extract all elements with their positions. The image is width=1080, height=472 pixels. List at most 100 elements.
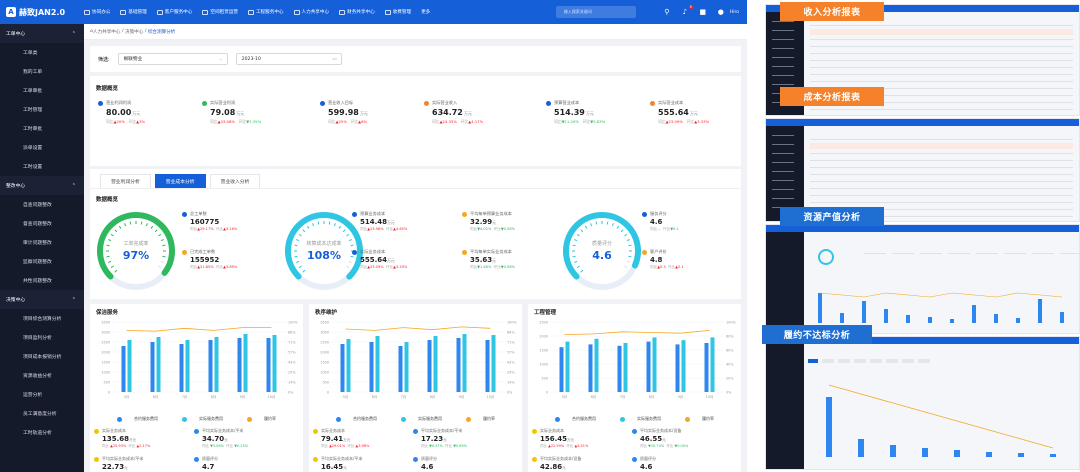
thumb-bar <box>906 315 910 323</box>
tab-revenue[interactable]: 营业收入分析 <box>209 174 261 188</box>
gauge-kpi-value: 155952 <box>190 256 282 264</box>
sidebar-group-workorder[interactable]: 工单中心 ⌃ <box>0 24 84 43</box>
sidebar-item[interactable]: 项目综合测算分析 <box>23 317 62 322</box>
kpi-dot <box>532 428 537 434</box>
sidebar-item[interactable]: 审计问题整改 <box>23 241 52 246</box>
breadcrumb-item[interactable]: 人力共享中心 <box>92 29 121 35</box>
org-select[interactable]: 枫联物业 ⌄ <box>117 53 228 65</box>
chart-title: 保洁服务 <box>96 310 119 316</box>
sidebar-item[interactable]: 工单类 <box>23 51 38 56</box>
chart-kpi-number: 156.45 <box>540 435 568 443</box>
nav-item-fee[interactable]: 收费管理 <box>384 9 411 15</box>
bar-contract <box>456 338 461 392</box>
breadcrumb-current: 综合测算分析 <box>147 29 176 35</box>
y2-tick-label: 20% <box>726 377 734 381</box>
user-name[interactable]: Hiro <box>729 9 739 15</box>
kpi-dot <box>352 249 357 255</box>
chart-kpi: 平均实际业务成本/平米 17.23元 同比 ▼0.37% 环比 ▼0.69% <box>413 428 513 449</box>
x-tick-label: 8月 <box>430 395 436 399</box>
home-icon[interactable]: ⌂ <box>90 29 93 34</box>
gauge-kpi-number: 160775 <box>190 218 220 226</box>
breadcrumb-item[interactable]: 决策中心 <box>124 29 144 35</box>
nav-item-hr[interactable]: 人力共享中心 <box>293 9 329 15</box>
sidebar-item[interactable]: 派单设置 <box>23 146 43 151</box>
thumbnail-resource-output[interactable] <box>765 224 1080 334</box>
y-tick-label: 1500 <box>539 349 548 353</box>
sidebar-item[interactable]: 工单审批 <box>23 89 43 94</box>
gauge-kpi-label: 已完成工单数 <box>182 249 282 255</box>
sidebar-item[interactable]: 共性问题整改 <box>23 279 52 284</box>
chart-kpi: 实际业务成本 79.41万元 同比 ▲29.01% 环比 ▲3.98% <box>313 428 413 449</box>
nav-item-engineering[interactable]: 工程服务中心 <box>247 9 284 15</box>
y-tick-label: 1000 <box>539 363 548 367</box>
legend-item: 合约服务费用 <box>330 416 383 422</box>
bell-icon[interactable]: ♪ 5 <box>682 5 693 16</box>
chart-kpi-compare: 同比 ▼10.74% 环比 ▼0.00% <box>640 444 689 448</box>
search-input[interactable]: 输入搜索关键词 <box>555 6 636 18</box>
chart-kpi-label-text: 平均实际业务成本/平米 <box>202 428 244 433</box>
compare-yoy: — <box>657 227 661 231</box>
nav-item-finance[interactable]: 财务共享中心 <box>339 9 375 15</box>
kpi-unit: 万元 <box>689 111 698 116</box>
thumb-sidebar-line <box>772 48 794 49</box>
thumb-bar <box>862 301 866 323</box>
hr-icon <box>293 9 300 15</box>
banner-revenue: 收入分析报表 <box>780 2 884 21</box>
chart-kpi-compare: 同比 ▼0.37% 环比 ▼0.69% <box>421 444 468 448</box>
sidebar-item[interactable]: 工时管理 <box>23 108 43 113</box>
chart-kpi-label-text: 实际业务成本 <box>321 428 345 433</box>
sidebar-item[interactable]: 监察问题整改 <box>23 260 52 265</box>
tab-profit[interactable]: 营业利润分析 <box>100 174 151 188</box>
chart-kpi-label-text: 平均实际业务成本/平米 <box>102 456 144 461</box>
thumb-topbar <box>766 119 1079 126</box>
thumb-sidebar-line <box>772 30 794 31</box>
kpi-card: 营业收入目标 599.98万元 同比▲25% 环比▲6% <box>320 100 420 125</box>
sidebar-group-decision[interactable]: 决策中心 ⌃ <box>0 290 84 309</box>
gauge-tick <box>348 239 352 242</box>
nav-item-customer[interactable]: 客户服务中心 <box>156 9 192 15</box>
sidebar-item[interactable]: 资源收益分析 <box>23 374 52 379</box>
tab-cost[interactable]: 营业成本分析 <box>154 174 206 188</box>
sidebar-item[interactable]: 运营分析 <box>23 393 43 398</box>
kpi-dot <box>532 456 537 462</box>
avatar[interactable]: ● <box>717 8 724 16</box>
sidebar-item[interactable]: 员工满意度分析 <box>23 412 57 417</box>
y2-tick-label: 0% <box>726 391 732 395</box>
kpi-unit: 万元 <box>463 111 472 116</box>
compare-yoy: ▲22.59% <box>548 444 565 448</box>
search-icon[interactable]: ⚲ <box>664 8 670 16</box>
sidebar-item[interactable]: 工时设置 <box>23 165 43 170</box>
sidebar-group-rectify[interactable]: 整改中心 ⌃ <box>0 176 84 195</box>
sidebar-item[interactable]: 工时审批 <box>23 127 43 132</box>
sidebar-item[interactable]: 项目成本报销分析 <box>23 355 62 360</box>
lock-icon[interactable]: ■ <box>699 8 707 16</box>
x-tick-label: 10月 <box>706 395 714 399</box>
legend-item: 实际服务费用 <box>395 416 448 422</box>
gauge-kpi-unit: 元 <box>492 258 496 263</box>
sidebar-item[interactable]: 自查问题整改 <box>23 203 52 208</box>
nav-item-more[interactable]: 更多 <box>421 9 430 15</box>
thumbnail-unfulfilled[interactable] <box>765 336 1080 470</box>
thumb-topbar <box>766 225 1079 232</box>
bar-actual <box>594 338 599 392</box>
sidebar-item[interactable]: 项目盈利分析 <box>23 336 52 341</box>
thumbnail-cost-report[interactable] <box>765 118 1080 222</box>
kpi-value-number: 599.98 <box>328 108 359 117</box>
sidebar-item[interactable]: 工时轨道分析 <box>23 431 52 436</box>
gauge-tick <box>306 225 310 229</box>
sidebar-item[interactable]: 我的工单 <box>23 70 43 75</box>
date-picker[interactable]: 2023-10 ▭ <box>235 53 342 65</box>
nav-item-collab[interactable]: 协同办公 <box>84 9 110 15</box>
compare-label: 同比 <box>554 119 562 124</box>
app-logo[interactable]: A 赫致JAN2.0 <box>0 7 84 18</box>
thumb-highlight-row <box>810 143 1073 149</box>
chart-kpi: 平均实际业务成本/平米 16.45元 <box>313 456 413 472</box>
nav-item-base[interactable]: 基础管理 <box>120 9 147 15</box>
compare-label: 环比 <box>493 227 501 231</box>
nav-item-space[interactable]: 空间租赁运营 <box>202 9 238 15</box>
chart-kpi-label-text: 质量评分 <box>202 456 218 461</box>
sidebar-item[interactable]: 督查问题整改 <box>23 222 52 227</box>
gauge-kpi-unit: 万元 <box>387 220 395 225</box>
thumb-sidebar-line <box>772 135 794 136</box>
thumbnail-revenue-report[interactable] <box>765 4 1080 116</box>
